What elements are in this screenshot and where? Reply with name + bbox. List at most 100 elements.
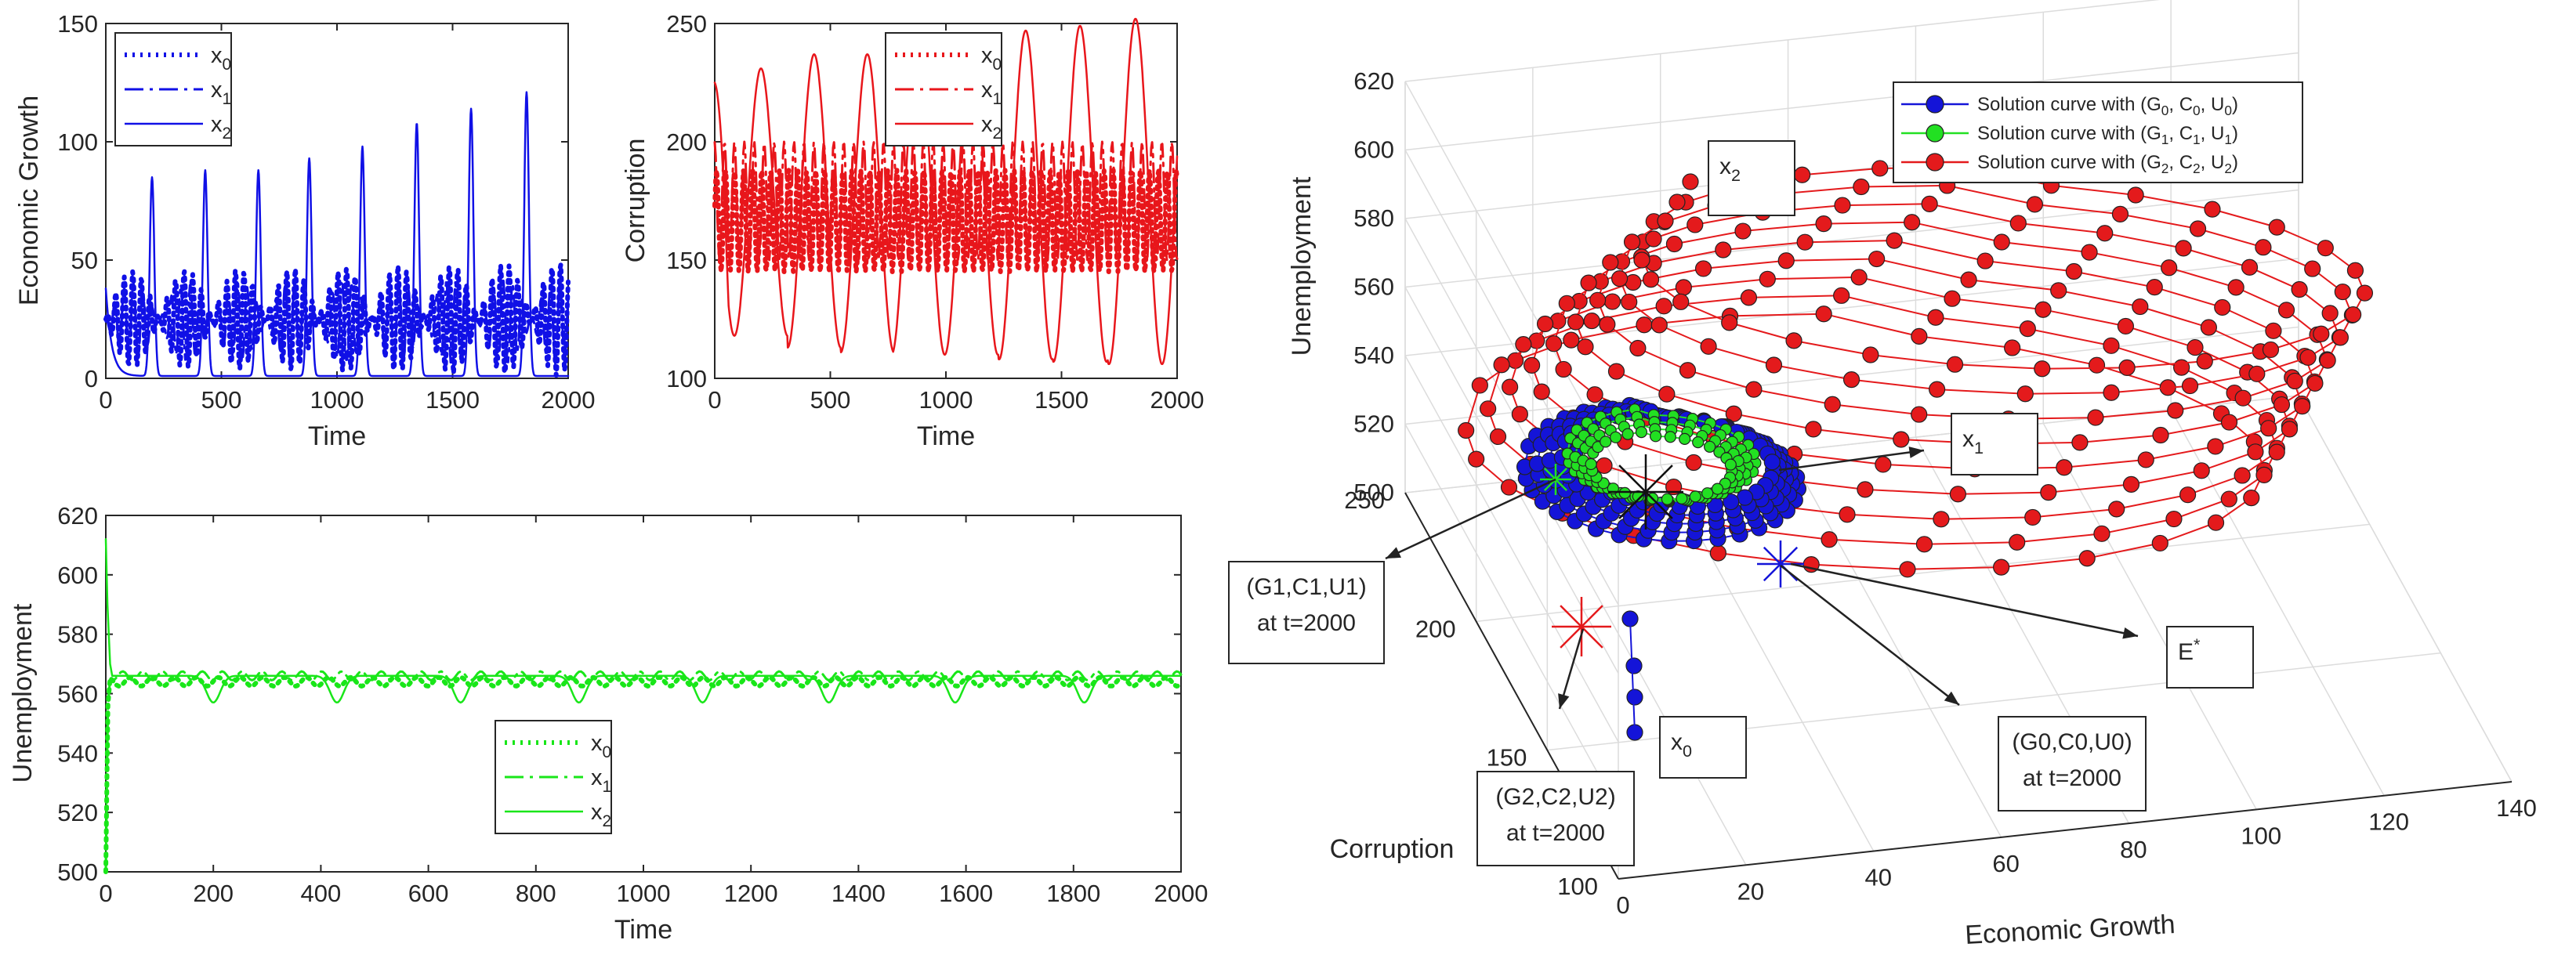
red-curve-marker bbox=[2193, 462, 2210, 479]
x-tick-label: 100 bbox=[2241, 822, 2281, 849]
red-curve-marker bbox=[1740, 289, 1758, 306]
red-curve-marker bbox=[1687, 216, 1704, 233]
phase-legend-entry-part: , U bbox=[2201, 94, 2225, 115]
red-curve-marker bbox=[2265, 322, 2282, 339]
red-curve-marker bbox=[2189, 220, 2207, 237]
unemployment-legend-entry-base: x bbox=[591, 765, 603, 790]
red-curve-marker bbox=[2065, 262, 2082, 280]
corruption-xlabel: Time bbox=[917, 421, 975, 451]
red-curve-marker bbox=[2187, 338, 2204, 356]
y-tick-label: 540 bbox=[57, 739, 98, 767]
red-curve-marker bbox=[2304, 260, 2321, 277]
red-curve-marker bbox=[1621, 293, 1638, 311]
x-tick-label: 2000 bbox=[1150, 386, 1205, 414]
g1-label-line1: (G1,C1,U1) bbox=[1246, 574, 1366, 600]
red-curve-marker bbox=[1675, 279, 1692, 296]
x-tick-label: 60 bbox=[1992, 850, 2019, 877]
corruption-ticks: 0 500 1000 1500 2000 100 150 200 250 bbox=[666, 10, 1204, 414]
red-curve-marker bbox=[2260, 420, 2277, 437]
growth-legend-entry-sub: 0 bbox=[223, 56, 232, 74]
red-curve-marker bbox=[2227, 279, 2244, 296]
red-curve-marker bbox=[1665, 235, 1683, 253]
unemployment-legend-entry: x0 bbox=[591, 731, 611, 761]
phase-legend-entry-part: 1 bbox=[2161, 132, 2169, 147]
red-curve-marker bbox=[1794, 166, 1811, 183]
red-curve-marker bbox=[2277, 302, 2295, 319]
corruption-legend-entry-sub: 1 bbox=[993, 90, 1002, 108]
unemployment-legend-entry: x1 bbox=[591, 765, 611, 796]
red-curve-marker bbox=[1685, 454, 1702, 472]
y-tick-label: 520 bbox=[57, 799, 98, 826]
series-x2 bbox=[104, 538, 1181, 704]
phase-legend-entry: Solution curve with (G0, C0, U0) bbox=[1977, 94, 2238, 118]
red-curve-marker bbox=[2034, 360, 2051, 378]
x-tick-label: 0 bbox=[99, 386, 112, 414]
red-curve-marker bbox=[1904, 214, 1921, 231]
red-curve-marker bbox=[2207, 438, 2224, 455]
x-tick-label: 0 bbox=[1616, 891, 1629, 919]
g2-label-line2: at t=2000 bbox=[1506, 820, 1605, 846]
x-tick-label: 200 bbox=[193, 880, 234, 907]
red-curve-marker bbox=[1805, 421, 1822, 438]
grid-line bbox=[1404, 0, 2161, 82]
red-curve-marker bbox=[2214, 298, 2231, 316]
corruption-ylabel: Corruption bbox=[621, 139, 650, 263]
red-curve-marker bbox=[2317, 240, 2334, 257]
red-curve-marker bbox=[2056, 459, 2073, 476]
red-curve-marker bbox=[1471, 377, 1488, 394]
red-curve-marker bbox=[1596, 457, 1613, 475]
series-x0 bbox=[103, 674, 1183, 874]
red-curve-marker bbox=[2103, 337, 2120, 354]
red-curve-marker bbox=[1623, 233, 1641, 251]
phase-curves bbox=[1458, 158, 2374, 741]
red-curve-marker bbox=[1610, 270, 1629, 287]
phase-legend-entry-part: , C bbox=[2168, 152, 2193, 173]
red-curve-marker bbox=[1821, 531, 1838, 548]
red-curve-marker bbox=[2247, 443, 2264, 461]
red-curve-marker bbox=[1468, 450, 1485, 468]
green-curve-marker bbox=[1585, 457, 1597, 471]
x-tick-label: 120 bbox=[2368, 808, 2409, 836]
g1-label-line2: at t=2000 bbox=[1257, 610, 1356, 636]
unemployment-ylabel: Unemployment bbox=[8, 603, 38, 783]
x2-label-base: x bbox=[1719, 154, 1731, 179]
g0-label-line2: at t=2000 bbox=[2023, 765, 2121, 791]
red-curve-marker bbox=[1933, 511, 1950, 528]
blue-tail-marker bbox=[1626, 689, 1643, 706]
g1-arrow bbox=[1385, 478, 1556, 560]
green-curve-marker bbox=[1676, 492, 1688, 504]
g1-label-box bbox=[1228, 561, 1385, 664]
red-curve-marker bbox=[2241, 258, 2259, 276]
y-tick-label: 620 bbox=[57, 502, 98, 530]
red-curve-marker bbox=[1694, 260, 1712, 277]
grid-line bbox=[1404, 218, 1619, 606]
red-tail-marker bbox=[1645, 230, 1662, 248]
red-curve-marker bbox=[1842, 371, 1860, 389]
red-curve-marker bbox=[2016, 385, 2034, 403]
red-curve-marker bbox=[2294, 398, 2311, 415]
x0-label: x0 bbox=[1671, 729, 1692, 761]
red-curve-marker bbox=[1929, 381, 1946, 398]
red-curve-marker bbox=[1650, 316, 1668, 334]
red-curve-marker bbox=[1893, 431, 1910, 448]
phase-legend-entry-part: Solution curve with (G bbox=[1977, 152, 2161, 173]
x-tick-label: 400 bbox=[301, 880, 342, 907]
red-curve-marker bbox=[1636, 316, 1653, 334]
y-tick-label: 580 bbox=[57, 621, 98, 649]
red-curve-marker bbox=[2087, 409, 2104, 426]
phase-legend-entry-part: 2 bbox=[2193, 161, 2201, 176]
phase-legend-entry-part: , C bbox=[2168, 94, 2193, 115]
phase-legend-entry-part: 0 bbox=[2224, 103, 2232, 118]
green-curve-marker bbox=[1692, 436, 1705, 449]
phase-legend-entry-part: 0 bbox=[2193, 103, 2201, 118]
red-curve-marker bbox=[2243, 490, 2260, 507]
red-curve-marker bbox=[2268, 443, 2285, 461]
phase-legend-entry-part: Solution curve with (G bbox=[1977, 123, 2161, 144]
estar-label-sub: * bbox=[2194, 634, 2201, 654]
red-curve-marker bbox=[1580, 274, 1597, 291]
red-curve-marker bbox=[1709, 544, 1726, 562]
blue-curve-marker bbox=[1723, 493, 1740, 511]
unemployment-legend-entry-base: x bbox=[591, 800, 603, 825]
red-curve-marker bbox=[2009, 215, 2027, 232]
